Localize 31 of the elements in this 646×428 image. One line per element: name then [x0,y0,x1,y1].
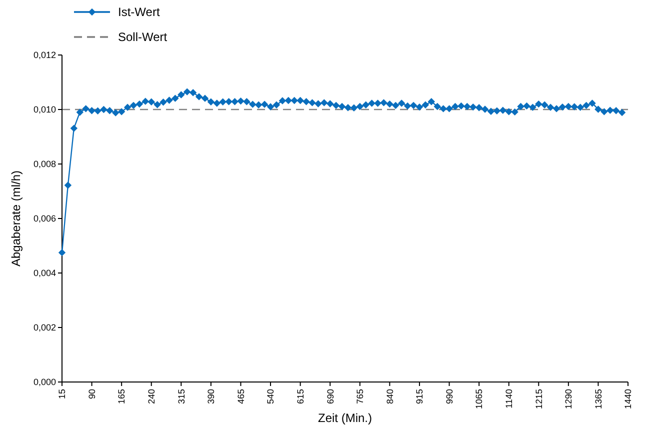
x-tick-label: 1065 [474,389,484,410]
x-tick-label: 165 [116,389,127,404]
legend-label: Ist-Wert [118,5,160,20]
y-tick-label: 0,006 [33,214,56,224]
y-tick-label: 0,000 [33,377,56,388]
x-tick-label: 90 [86,389,97,400]
y-tick-label: 0,008 [33,159,56,170]
y-tick-label: 0,010 [33,104,56,115]
x-tick-label: 1290 [564,389,574,410]
y-axis-title: Abgaberate (ml/h) [9,170,23,267]
x-tick-label: 615 [295,389,306,404]
x-tick-label: 465 [236,389,246,404]
x-tick-label: 240 [146,389,157,404]
x-tick-label: 690 [325,389,336,404]
x-tick-label: 390 [206,389,216,404]
x-axis-title: Zeit (Min.) [318,411,372,425]
x-tick-label: 765 [355,389,366,404]
x-tick-label: 1215 [534,389,544,410]
x-tick-label: 315 [176,389,186,404]
x-tick-label: 840 [384,389,395,404]
legend-label: Soll-Wert [118,30,168,44]
y-tick-label: 0,004 [33,268,56,278]
x-tick-label: 990 [444,389,454,404]
x-tick-label: 1365 [593,389,604,410]
x-tick-label: 15 [57,389,68,400]
y-tick-label: 0,002 [33,322,56,333]
x-tick-label: 915 [414,389,425,404]
y-tick-label: 0,012 [33,50,56,60]
x-tick-label: 1440 [623,389,634,410]
x-tick-label: 540 [266,389,276,404]
x-tick-label: 1140 [504,389,514,408]
